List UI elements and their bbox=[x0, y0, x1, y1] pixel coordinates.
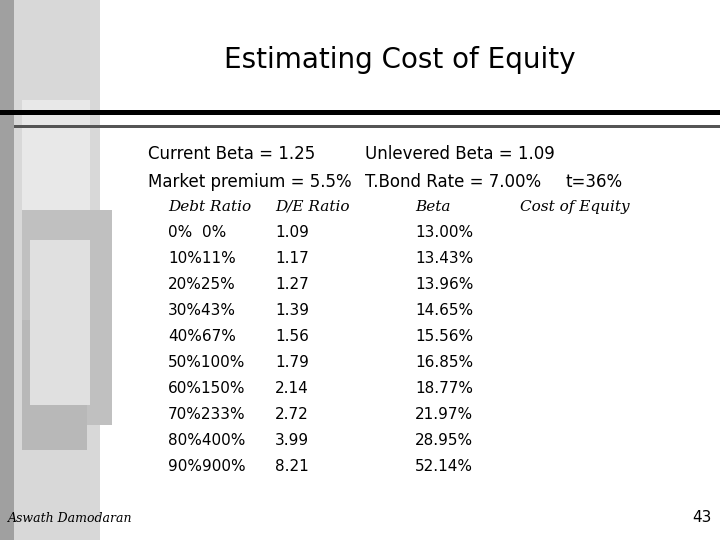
Text: 0%  0%: 0% 0% bbox=[168, 225, 226, 240]
Text: 14.65%: 14.65% bbox=[415, 303, 473, 318]
Bar bbox=[30, 240, 90, 405]
Text: Unlevered Beta = 1.09: Unlevered Beta = 1.09 bbox=[365, 145, 554, 163]
Text: 15.56%: 15.56% bbox=[415, 329, 473, 344]
Text: 13.43%: 13.43% bbox=[415, 251, 473, 266]
Text: Cost of Equity: Cost of Equity bbox=[520, 200, 629, 214]
Text: 13.00%: 13.00% bbox=[415, 225, 473, 240]
Text: 2.14: 2.14 bbox=[275, 381, 309, 396]
Text: 1.39: 1.39 bbox=[275, 303, 309, 318]
Text: 90%900%: 90%900% bbox=[168, 459, 246, 474]
Text: 1.56: 1.56 bbox=[275, 329, 309, 344]
Bar bbox=[22, 100, 90, 340]
Bar bbox=[22, 210, 112, 425]
Text: 1.79: 1.79 bbox=[275, 355, 309, 370]
Text: 21.97%: 21.97% bbox=[415, 407, 473, 422]
Text: 70%233%: 70%233% bbox=[168, 407, 246, 422]
Text: 1.17: 1.17 bbox=[275, 251, 309, 266]
Text: Aswath Damodaran: Aswath Damodaran bbox=[8, 512, 132, 525]
Text: 43: 43 bbox=[693, 510, 712, 525]
Text: 3.99: 3.99 bbox=[275, 433, 309, 448]
Text: 20%25%: 20%25% bbox=[168, 277, 235, 292]
Text: 40%67%: 40%67% bbox=[168, 329, 236, 344]
Text: Estimating Cost of Equity: Estimating Cost of Equity bbox=[224, 46, 576, 74]
Text: 1.27: 1.27 bbox=[275, 277, 309, 292]
Bar bbox=[14, 125, 720, 128]
Text: Market premium = 5.5%: Market premium = 5.5% bbox=[148, 173, 351, 191]
Text: 1.09: 1.09 bbox=[275, 225, 309, 240]
Text: 2.72: 2.72 bbox=[275, 407, 309, 422]
Text: Current Beta = 1.25: Current Beta = 1.25 bbox=[148, 145, 315, 163]
Text: 60%150%: 60%150% bbox=[168, 381, 246, 396]
Text: t=36%: t=36% bbox=[565, 173, 622, 191]
Text: 52.14%: 52.14% bbox=[415, 459, 473, 474]
Text: 10%11%: 10%11% bbox=[168, 251, 235, 266]
Text: 28.95%: 28.95% bbox=[415, 433, 473, 448]
Text: Beta: Beta bbox=[415, 200, 451, 214]
Bar bbox=[0, 110, 720, 115]
Bar bbox=[0, 0, 14, 540]
Text: 50%100%: 50%100% bbox=[168, 355, 246, 370]
Text: T.Bond Rate = 7.00%: T.Bond Rate = 7.00% bbox=[365, 173, 541, 191]
Bar bbox=[22, 320, 87, 450]
Text: 13.96%: 13.96% bbox=[415, 277, 473, 292]
Text: 8.21: 8.21 bbox=[275, 459, 309, 474]
Text: 80%400%: 80%400% bbox=[168, 433, 246, 448]
Text: D/E Ratio: D/E Ratio bbox=[275, 200, 349, 214]
Bar bbox=[14, 0, 100, 540]
Text: Debt Ratio: Debt Ratio bbox=[168, 200, 251, 214]
Text: 18.77%: 18.77% bbox=[415, 381, 473, 396]
Text: 30%43%: 30%43% bbox=[168, 303, 236, 318]
Text: 16.85%: 16.85% bbox=[415, 355, 473, 370]
